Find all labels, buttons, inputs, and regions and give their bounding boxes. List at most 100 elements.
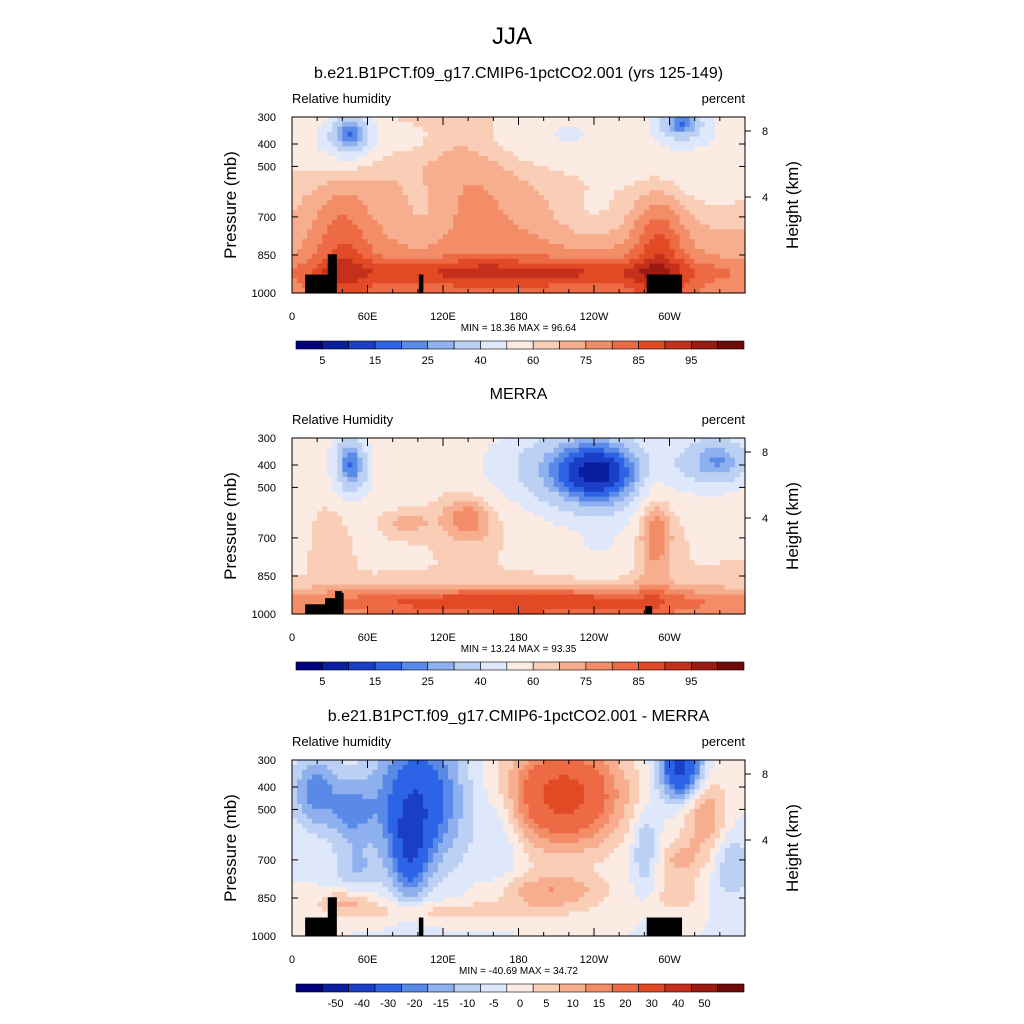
contour-cell [523, 234, 530, 240]
contour-cell [624, 273, 630, 279]
right-tick-label: 8 [762, 126, 768, 138]
contour-cell [573, 214, 580, 221]
contour-cell [498, 477, 504, 483]
contour-cell [352, 180, 359, 187]
contour-cell [709, 200, 716, 206]
contour-cell [312, 477, 318, 483]
contour-cell [302, 180, 308, 187]
contour-cell [644, 258, 650, 265]
contour-cell [427, 491, 434, 498]
contour-cell [734, 136, 741, 143]
contour-cell [327, 239, 333, 245]
contour-cell [528, 491, 535, 498]
contour-cell [558, 452, 565, 459]
contour-cell [453, 131, 459, 138]
contour-cell [659, 516, 666, 522]
contour-cell [387, 501, 394, 508]
contour-cell [669, 117, 676, 123]
contour-cell [659, 151, 666, 157]
contour-cell [488, 482, 494, 488]
contour-cell [387, 482, 394, 488]
contour-cell [377, 146, 384, 152]
contour-cell [543, 156, 550, 162]
contour-cell [714, 496, 721, 503]
contour-cell [307, 472, 313, 478]
contour-cell [684, 496, 691, 503]
contour-cell [312, 472, 318, 478]
contour-cell [538, 521, 545, 527]
contour-cell [337, 117, 343, 123]
contour-cell [503, 229, 510, 235]
contour-cell [533, 219, 540, 226]
contour-cell [307, 141, 313, 147]
contour-cell [463, 249, 469, 255]
contour-cell [357, 131, 364, 138]
contour-cell [699, 273, 706, 279]
contour-cell [599, 253, 605, 260]
contour-cell [347, 452, 353, 459]
contour-cell [302, 273, 308, 279]
contour-cell [563, 486, 570, 493]
contour-cell [342, 151, 348, 157]
contour-cell [448, 288, 454, 294]
contour-cell [397, 442, 404, 449]
contour-cell [392, 268, 399, 275]
contour-cell [609, 477, 615, 483]
contour-cell [458, 249, 464, 255]
contour-cell [654, 462, 661, 468]
contour-cell [729, 195, 736, 201]
contour-cell [553, 516, 560, 522]
contour-cell [679, 442, 686, 449]
contour-cell [523, 239, 530, 245]
contour-cell [659, 185, 666, 191]
contour-cell [312, 185, 318, 191]
contour-cell [573, 472, 580, 478]
contour-cell [473, 477, 479, 483]
contour-cell [307, 170, 313, 177]
contour-cell [362, 165, 369, 172]
contour-cell [352, 146, 359, 152]
contour-cell [382, 224, 389, 231]
contour-cell [729, 278, 736, 284]
contour-cell [624, 121, 630, 128]
contour-cell [292, 491, 298, 498]
contour-cell [422, 278, 429, 284]
contour-cell [614, 506, 620, 512]
contour-cell [609, 151, 615, 157]
contour-cell [387, 234, 394, 240]
contour-cell [604, 239, 610, 245]
contour-cell [463, 219, 469, 226]
contour-cell [427, 205, 434, 211]
contour-cell [614, 521, 620, 527]
contour-cell [644, 170, 650, 177]
colorbar-box [638, 340, 666, 350]
contour-cell [367, 263, 374, 270]
contour-cell [453, 447, 459, 454]
contour-cell [478, 165, 484, 172]
contour-cell [573, 239, 580, 245]
contour-cell [372, 462, 379, 468]
contour-cell [332, 175, 338, 182]
contour-cell [312, 165, 318, 172]
contour-cell [498, 467, 504, 473]
contour-cell [352, 258, 359, 265]
contour-cell [714, 268, 721, 275]
contour-cell [297, 161, 303, 167]
contour-cell [332, 131, 338, 138]
contour-cell [709, 175, 716, 182]
contour-cell [714, 185, 721, 191]
contour-cell [508, 506, 515, 512]
contour-cell [513, 146, 520, 152]
panel-1: b.e21.B1PCT.f09_g17.CMIP6-1pctCO2.001 (y… [221, 65, 802, 367]
contour-cell [664, 214, 671, 221]
contour-cell [528, 141, 535, 147]
contour-cell [669, 438, 676, 444]
contour-cell [448, 477, 454, 483]
contour-cell [347, 263, 353, 270]
contour-cell [292, 234, 298, 240]
contour-cell [594, 249, 600, 255]
contour-cell [639, 506, 645, 512]
contour-cell [347, 136, 353, 143]
contour-cell [739, 190, 746, 196]
contour-cell [342, 288, 348, 294]
